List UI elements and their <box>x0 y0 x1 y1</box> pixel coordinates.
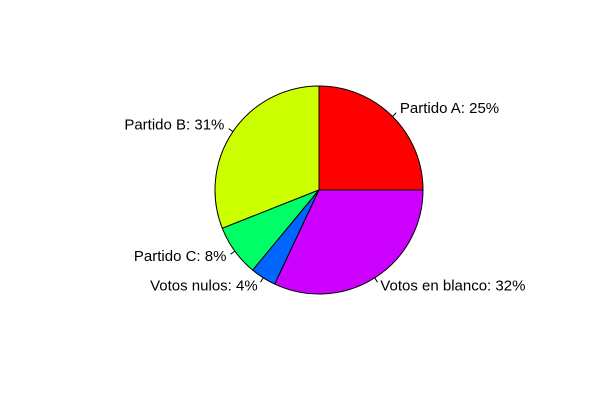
leader-line-votos-nulos <box>260 277 264 283</box>
slice-label-votos-en-blanco: Votos en blanco: 32% <box>380 278 525 295</box>
pie-slice-votos-en-blanco <box>274 189 424 295</box>
slice-label-partido-c: Partido C: 8% <box>134 248 227 265</box>
leader-line-partido-a <box>392 112 397 117</box>
slice-label-votos-nulos: Votos nulos: 4% <box>150 278 258 295</box>
leader-line-partido-c <box>230 250 236 255</box>
slice-label-partido-b: Partido B: 31% <box>124 117 224 134</box>
leader-line-partido-b <box>228 128 234 132</box>
leader-line-votos-en-blanco <box>374 277 378 283</box>
slice-label-partido-a: Partido A: 25% <box>400 100 499 117</box>
